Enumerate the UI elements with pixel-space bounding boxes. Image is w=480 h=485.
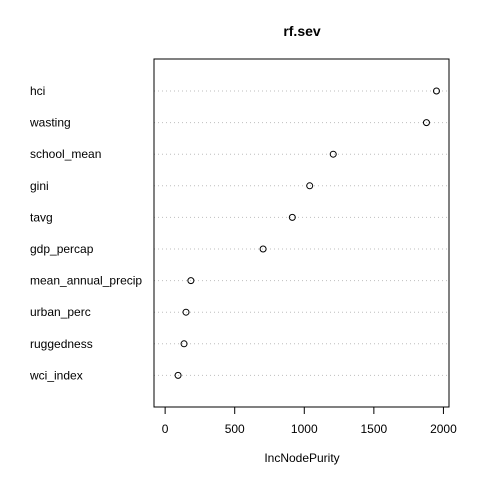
category-label: gdp_percap: [30, 242, 94, 256]
data-point: [180, 340, 188, 348]
data-point: [288, 213, 296, 221]
x-tick-label: 2000: [430, 422, 457, 436]
category-label: wci_index: [29, 368, 83, 382]
category-label: ruggedness: [30, 337, 93, 351]
plot-frame: [153, 58, 450, 408]
data-point: [259, 245, 267, 253]
category-label: urban_perc: [30, 305, 91, 319]
chart-title: rf.sev: [283, 23, 321, 39]
category-label: mean_annual_precip: [30, 274, 142, 288]
data-point: [432, 87, 440, 95]
category-label: tavg: [30, 210, 53, 224]
category-label: wasting: [29, 116, 71, 130]
x-axis: 0 500 1000 1500 2000: [162, 406, 457, 436]
x-axis-title: IncNodePurity: [264, 451, 339, 465]
data-point: [174, 371, 182, 379]
data-point: [187, 277, 195, 285]
data-point: [422, 119, 430, 127]
data-point: [182, 308, 190, 316]
x-tick-label: 1500: [361, 422, 388, 436]
data-point: [329, 150, 337, 158]
x-tick-label: 1000: [291, 422, 318, 436]
data-point: [306, 182, 314, 190]
x-tick-label: 500: [225, 422, 245, 436]
category-label: hci: [30, 84, 45, 98]
x-tick-label: 0: [162, 422, 169, 436]
category-label: school_mean: [30, 147, 101, 161]
gridlines: [154, 90, 449, 376]
category-label: gini: [30, 179, 49, 193]
data-points: [174, 87, 440, 379]
